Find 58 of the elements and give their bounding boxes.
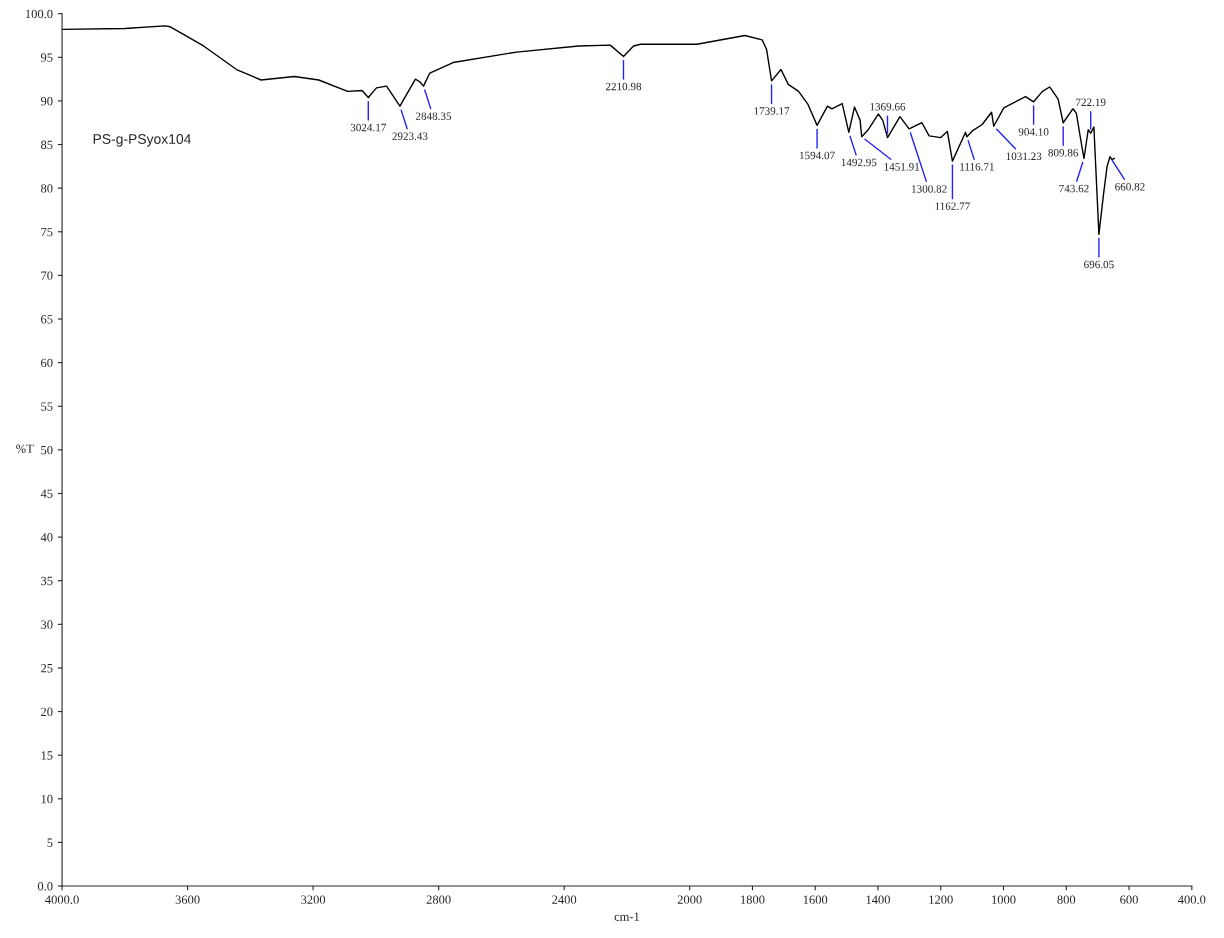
- y-tick-label: 35: [41, 576, 53, 586]
- x-tick-label: 2800: [426, 895, 451, 904]
- y-tick-label: 20: [41, 707, 53, 717]
- x-tick-label: 1200: [929, 895, 953, 904]
- y-tick-label: 75: [41, 227, 53, 237]
- y-tick-label: 85: [41, 140, 53, 150]
- y-tick-label: 10: [41, 794, 53, 804]
- y-tick-label: 65: [41, 315, 53, 324]
- annotation: 1031.23: [1006, 152, 1042, 161]
- annotation: 1300.82: [912, 185, 947, 193]
- y-tick-label: 50: [41, 445, 53, 455]
- y-axis-title: %T: [16, 444, 34, 454]
- annotation: 660.82: [1115, 183, 1145, 191]
- x-tick-label: 3200: [301, 895, 326, 904]
- y-tick-label: 90: [40, 96, 53, 106]
- annotation: 1116.71: [960, 163, 994, 171]
- annotation: 2848.35: [415, 112, 452, 120]
- x-tick-label: 2400: [552, 895, 577, 904]
- x-tick-label: 600: [1120, 895, 1138, 904]
- annotation: 696.05: [1084, 260, 1114, 269]
- annotation: 1451.91: [884, 163, 920, 171]
- line-series: [62, 25, 1115, 236]
- annotation: 2923.43: [392, 132, 428, 141]
- annotation: 722.19: [1076, 98, 1106, 107]
- annotation: 904.10: [1018, 128, 1049, 136]
- x-tick-label: 2000: [677, 895, 702, 904]
- annotation: 809.86: [1048, 149, 1079, 157]
- annotation: 1594.07: [800, 151, 835, 160]
- y-tick-label: 5: [47, 838, 53, 847]
- y-tick-label: 25: [41, 664, 53, 673]
- annotation: 1739.17: [754, 107, 790, 115]
- x-tick-label: 3600: [175, 895, 200, 904]
- y-tick-label: 15: [41, 751, 53, 760]
- y-tick-label: 45: [40, 489, 53, 498]
- x-tick-label: 4000.0: [45, 895, 79, 904]
- y-tick-label: 70: [41, 271, 53, 280]
- annotation: 2210.98: [605, 82, 642, 91]
- x-tick-label: 1400: [866, 895, 891, 904]
- x-tick-label: 1800: [741, 895, 765, 904]
- y-tick-label: 0.0: [37, 882, 53, 891]
- x-tick-label: 800: [1057, 895, 1076, 904]
- x-tick-label: 400.0: [1177, 895, 1206, 904]
- x-tick-label: 1000: [992, 895, 1016, 904]
- annotation: PS-g-PSyox104: [93, 134, 191, 147]
- y-tick-label: 55: [41, 402, 53, 411]
- annotation: 1162.77: [935, 202, 970, 210]
- x-tick-label: 1600: [803, 895, 828, 904]
- y-tick-label: 95: [40, 53, 53, 62]
- y-tick-label: 100.0: [26, 9, 53, 19]
- y-tick-label: 30: [41, 620, 53, 629]
- annotation: 1492.95: [841, 158, 877, 167]
- annotation: 1369.66: [870, 102, 906, 111]
- annotation: 3024.17: [350, 123, 387, 132]
- y-tick-label: 60: [41, 358, 53, 368]
- x-axis-title: cm-1: [614, 912, 640, 921]
- annotation: 743.62: [1059, 184, 1089, 193]
- y-tick-label: 40: [40, 533, 53, 542]
- y-tick-label: 80: [41, 184, 53, 193]
